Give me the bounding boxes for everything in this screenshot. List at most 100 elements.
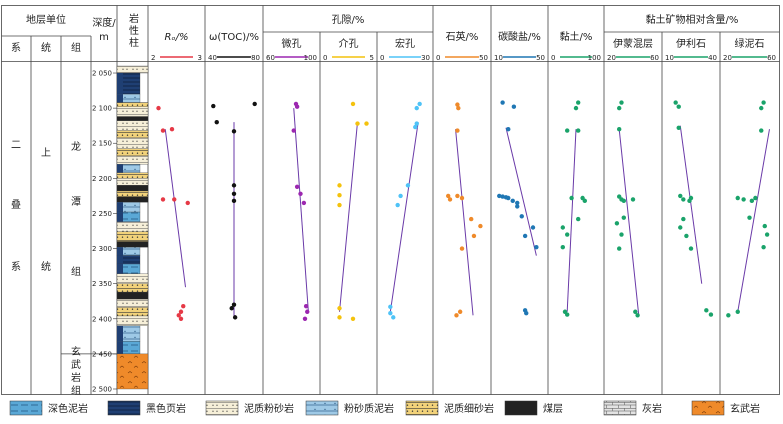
trend-illite_smectite <box>618 129 640 316</box>
legend-label-limestone: 灰岩 <box>642 402 662 415</box>
point-quartz-1 <box>456 105 461 111</box>
point-toc-7 <box>229 306 234 311</box>
point-chlorite-11 <box>735 309 740 314</box>
strat-series-1: 统 <box>41 260 51 273</box>
trend-chlorite <box>737 129 770 312</box>
lith-layer-9 <box>116 148 149 157</box>
point-mesopore-5 <box>337 202 342 208</box>
point-macropore-9 <box>391 315 396 320</box>
lith-edge-17 <box>117 202 123 213</box>
point-micropore-7 <box>305 309 310 314</box>
point-illite-0 <box>673 100 678 105</box>
lith-layer-0 <box>116 65 149 74</box>
point-illite_smectite-5 <box>621 198 626 204</box>
point-micropore-4 <box>298 191 303 196</box>
track-max-clay: 100 <box>588 54 601 62</box>
point-ro-4 <box>172 197 177 202</box>
point-illite-10 <box>688 246 694 251</box>
point-carbonate-0 <box>500 100 505 105</box>
point-macropore-7 <box>388 304 393 310</box>
point-carbonate-11 <box>530 225 536 230</box>
track-label-illite_smectite: 伊蒙混层 <box>613 37 653 50</box>
lith-layer-26 <box>116 283 149 293</box>
legend-swatch-black-shale <box>107 400 141 416</box>
track-label-quartz: 石英/% <box>446 30 479 43</box>
point-ro-2 <box>169 126 175 132</box>
point-illite-4 <box>681 197 686 202</box>
point-micropore-2 <box>291 128 296 133</box>
point-quartz-10 <box>459 246 465 251</box>
track-label-clay: 黏土/% <box>560 30 593 43</box>
point-illite_smectite-9 <box>619 232 624 237</box>
point-chlorite-4 <box>741 197 746 202</box>
point-clay-0 <box>576 100 581 105</box>
point-quartz-6 <box>459 195 465 201</box>
point-chlorite-7 <box>747 215 752 220</box>
point-chlorite-12 <box>726 313 731 318</box>
depth-tick-4: 2 250 <box>92 210 112 218</box>
point-toc-0 <box>211 103 216 109</box>
point-ro-7 <box>178 309 184 314</box>
point-macropore-8 <box>388 310 393 316</box>
strat-formation2-1: 武 <box>71 358 81 371</box>
trend-illite <box>679 125 703 284</box>
point-illite-8 <box>678 225 683 230</box>
point-clay-9 <box>565 232 570 237</box>
lith-layer-28 <box>116 298 149 308</box>
point-illite-9 <box>684 233 689 239</box>
lith-layer-15 <box>116 190 149 197</box>
point-illite_smectite-6 <box>630 197 636 202</box>
point-carbonate-13 <box>534 244 539 250</box>
track-label-toc: ω(TOC)/% <box>209 32 259 43</box>
point-illite_smectite-8 <box>614 221 620 226</box>
lith-layer-19 <box>116 221 149 232</box>
point-illite_smectite-11 <box>633 309 638 314</box>
point-ro-9 <box>178 316 184 321</box>
track-min-mesopore: 0 <box>323 54 327 62</box>
point-carbonate-3 <box>497 193 502 199</box>
track-min-micropore: 60 <box>266 54 275 62</box>
point-macropore-1 <box>414 105 419 111</box>
point-carbonate-15 <box>524 310 529 316</box>
track-max-macropore: 30 <box>421 54 430 62</box>
lith-layer-33 <box>116 353 149 390</box>
point-macropore-3 <box>413 124 418 130</box>
track-min-clay: 0 <box>551 54 555 62</box>
depth-unit-header: m <box>99 32 109 43</box>
strat-formation-1: 潭 <box>71 196 81 208</box>
formation-header: 组 <box>71 41 81 54</box>
track-chlorite <box>726 100 770 318</box>
point-toc-6 <box>231 198 237 204</box>
legend-swatch-coal <box>504 400 538 416</box>
point-toc-9 <box>232 315 238 320</box>
track-macropore <box>388 101 422 320</box>
point-mesopore-6 <box>337 306 342 311</box>
point-illite-11 <box>704 308 709 313</box>
point-quartz-12 <box>454 313 459 318</box>
track-max-toc: 80 <box>251 54 260 62</box>
track-mesopore <box>337 101 369 321</box>
point-mesopore-2 <box>364 121 369 126</box>
trend-mesopore <box>339 122 358 312</box>
point-clay-12 <box>565 312 570 317</box>
point-micropore-3 <box>294 184 300 189</box>
track-max-chlorite: 60 <box>767 54 776 62</box>
point-illite_smectite-1 <box>617 105 622 111</box>
track-max-ro: 3 <box>198 54 202 62</box>
strat-formation2-2: 岩 <box>71 371 81 384</box>
point-macropore-6 <box>395 202 400 208</box>
point-carbonate-10 <box>519 214 524 219</box>
strat-formation2-3: 组 <box>71 384 81 397</box>
point-carbonate-6 <box>506 195 511 201</box>
lith-edge-11 <box>117 164 123 173</box>
point-carbonate-7 <box>510 198 515 204</box>
track-min-carbonate: 10 <box>494 54 503 62</box>
point-clay-3 <box>576 128 581 133</box>
point-chlorite-1 <box>759 105 764 111</box>
point-chlorite-3 <box>735 195 740 201</box>
point-illite-2 <box>676 125 681 130</box>
track-label-ro: Rₒ/% <box>165 32 189 43</box>
track-quartz <box>446 102 483 318</box>
point-illite_smectite-0 <box>619 100 624 105</box>
point-mesopore-7 <box>337 315 342 320</box>
